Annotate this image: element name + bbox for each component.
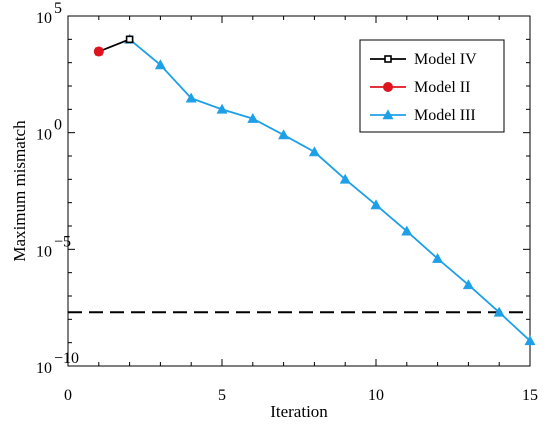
y-tick-label: 10 xyxy=(36,10,52,27)
data-point-model-iii xyxy=(154,59,166,70)
series-line-model-iii xyxy=(129,38,531,342)
y-tick-exponent: −10 xyxy=(54,350,79,367)
data-point-model-iii xyxy=(524,335,536,346)
y-tick-label: 10 xyxy=(36,243,52,260)
data-point-model-iii xyxy=(493,306,505,317)
y-tick-exponent: 5 xyxy=(54,0,62,17)
legend-marker-model-ii xyxy=(383,82,393,92)
y-tick-exponent: −5 xyxy=(54,233,71,250)
data-point-model-iii xyxy=(247,113,259,123)
legend-label-model-iv: Model IV xyxy=(414,51,477,68)
x-axis-title: Iteration xyxy=(270,402,328,421)
legend: Model IV Model II Model III xyxy=(359,39,505,133)
y-tick-label: 10 xyxy=(36,127,52,144)
data-point-model-iii xyxy=(308,146,320,157)
series-model-iii xyxy=(124,33,536,346)
series-line-model-iv xyxy=(98,38,130,53)
data-point-model-iii xyxy=(339,173,351,184)
y-tick-label: 10 xyxy=(36,360,52,377)
x-tick-label: 5 xyxy=(218,387,226,404)
x-tick-label: 10 xyxy=(368,387,384,404)
series-model-ii xyxy=(93,46,104,57)
legend-marker-model-iv xyxy=(384,55,392,63)
data-point-model-iii xyxy=(462,279,474,290)
data-point-model-ii xyxy=(93,46,104,57)
data-point-model-iii xyxy=(185,92,197,103)
legend-marker-model-iii xyxy=(382,109,394,120)
legend-item-model-iv: Model IV xyxy=(370,51,477,68)
legend-item-model-iii: Model III xyxy=(370,107,476,124)
legend-item-model-ii: Model II xyxy=(370,79,470,96)
data-point-model-iii xyxy=(216,103,228,114)
x-tick-label: 15 xyxy=(522,387,538,404)
x-tick-label: 0 xyxy=(64,387,72,404)
legend-label-model-iii: Model III xyxy=(414,107,476,124)
y-tick-exponent: 0 xyxy=(54,117,62,134)
data-point-model-iii xyxy=(370,199,382,210)
data-point-model-iii xyxy=(432,253,444,263)
data-point-model-iii xyxy=(401,225,413,236)
y-axis-title: Maximum mismatch xyxy=(10,120,29,262)
data-point-model-iv xyxy=(125,35,134,44)
data-point-model-iii xyxy=(278,129,290,140)
legend-label-model-ii: Model II xyxy=(414,79,470,96)
